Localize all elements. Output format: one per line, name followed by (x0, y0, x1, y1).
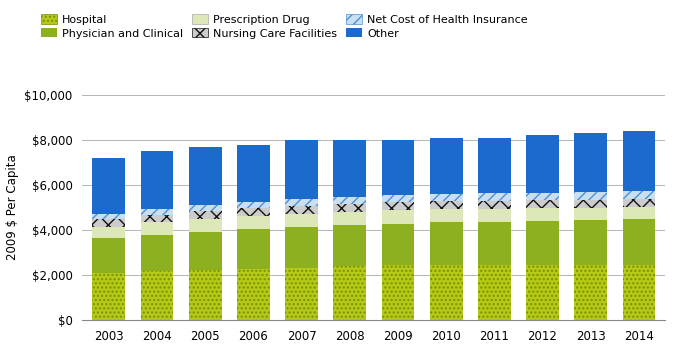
Bar (574, 220, 607, 265)
Bar (526, 221, 559, 265)
Bar (526, 135, 559, 193)
Bar (429, 265, 462, 320)
Bar (237, 229, 270, 269)
Bar (237, 269, 270, 320)
Bar (141, 209, 174, 215)
Bar (333, 204, 366, 212)
Bar (429, 222, 462, 265)
Bar (478, 201, 511, 209)
Bar (622, 265, 655, 320)
Bar (526, 193, 559, 200)
Bar (622, 219, 655, 265)
Y-axis label: 2009 $ Per Capita: 2009 $ Per Capita (5, 155, 19, 260)
Bar (141, 215, 174, 222)
Bar (237, 145, 270, 202)
Bar (574, 265, 607, 320)
Bar (333, 140, 366, 197)
Bar (574, 199, 607, 207)
Bar (574, 207, 607, 220)
Bar (93, 273, 126, 320)
Bar (574, 192, 607, 199)
Bar (478, 265, 511, 320)
Bar (478, 209, 511, 222)
Bar (141, 151, 174, 209)
Bar (429, 209, 462, 222)
Bar (622, 131, 655, 191)
Bar (622, 191, 655, 199)
Bar (526, 200, 559, 208)
Bar (478, 222, 511, 265)
Bar (429, 201, 462, 209)
Bar (93, 238, 126, 273)
Bar (93, 227, 126, 238)
Bar (333, 266, 366, 320)
Bar (285, 140, 318, 199)
Bar (189, 147, 222, 205)
Bar (93, 214, 126, 219)
Bar (381, 265, 414, 320)
Bar (429, 138, 462, 194)
Bar (574, 133, 607, 192)
Bar (526, 208, 559, 221)
Bar (381, 202, 414, 210)
Bar (189, 232, 222, 270)
Bar (381, 195, 414, 202)
Bar (237, 209, 270, 216)
Bar (333, 225, 366, 266)
Bar (285, 268, 318, 320)
Bar (381, 140, 414, 195)
Bar (478, 194, 511, 201)
Bar (381, 223, 414, 265)
Bar (429, 194, 462, 201)
Bar (237, 216, 270, 229)
Legend: Hospital, Physician and Clinical, Prescription Drug, Nursing Care Facilities, Ne: Hospital, Physician and Clinical, Prescr… (41, 15, 528, 39)
Bar (141, 271, 174, 320)
Bar (141, 222, 174, 235)
Bar (333, 197, 366, 204)
Bar (333, 212, 366, 225)
Bar (189, 205, 222, 211)
Bar (622, 199, 655, 207)
Bar (285, 227, 318, 268)
Bar (189, 211, 222, 219)
Bar (526, 265, 559, 320)
Bar (93, 158, 126, 214)
Bar (381, 210, 414, 223)
Bar (285, 214, 318, 227)
Bar (189, 270, 222, 320)
Bar (622, 207, 655, 219)
Bar (285, 206, 318, 214)
Bar (478, 138, 511, 194)
Bar (189, 219, 222, 232)
Bar (93, 219, 126, 227)
Bar (141, 235, 174, 271)
Bar (237, 202, 270, 209)
Bar (285, 199, 318, 206)
